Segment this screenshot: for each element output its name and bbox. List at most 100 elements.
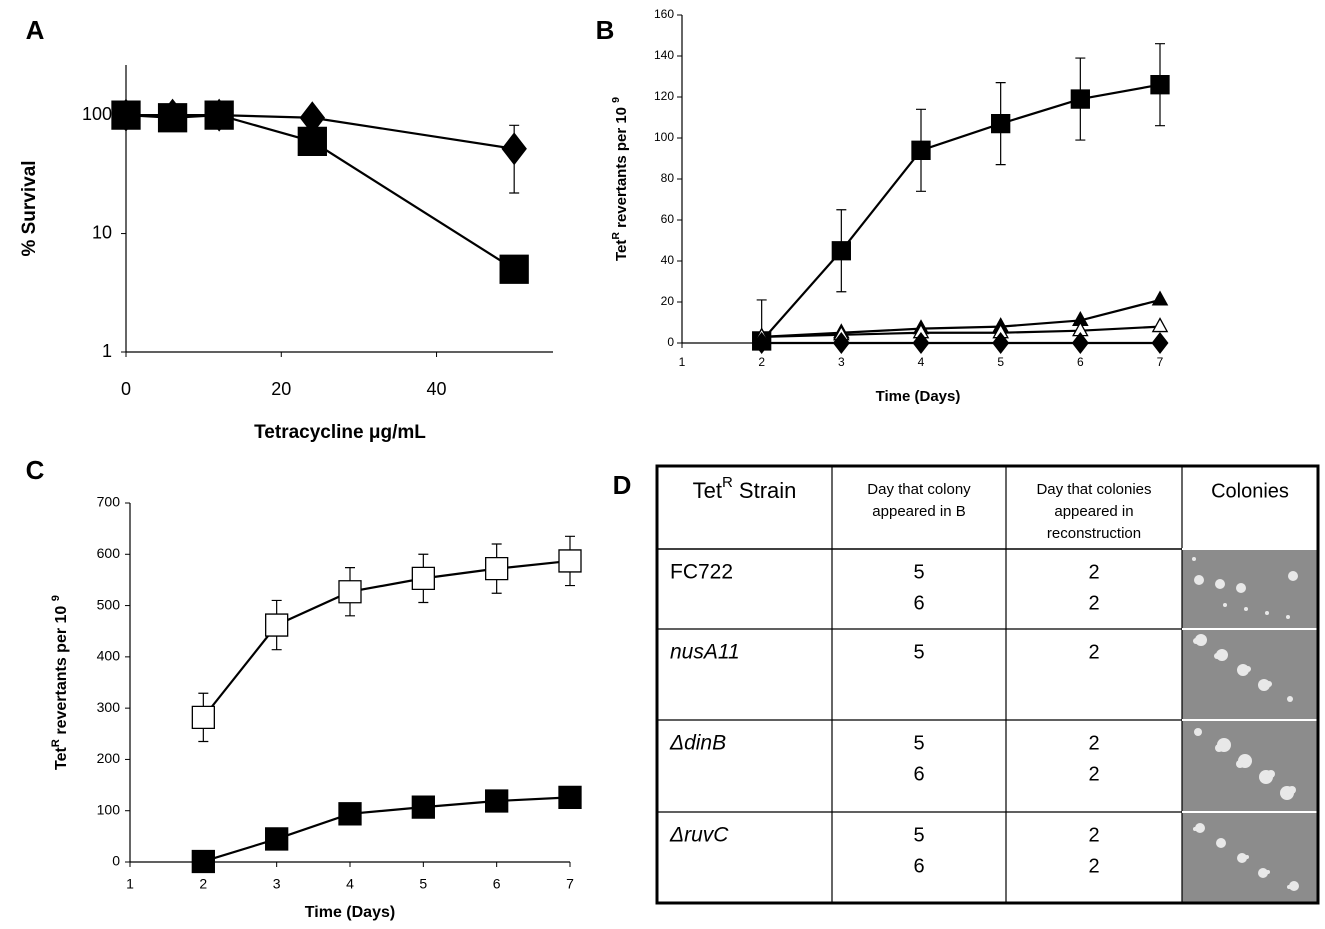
header-cell: Day that colonies [1036, 481, 1151, 498]
x-axis-title: Time (Days) [305, 904, 395, 921]
colony [1286, 615, 1290, 619]
panel-label: A [26, 15, 45, 45]
cell-value: 2 [1088, 763, 1099, 785]
colony [1194, 575, 1204, 585]
strain-name: nusA11 [670, 641, 740, 664]
y-tick-label: 600 [97, 545, 121, 561]
cell-value: 6 [913, 855, 924, 877]
x-tick-label: 40 [427, 379, 447, 399]
header-cell: appeared in B [872, 503, 965, 520]
marker [501, 132, 527, 166]
y-tick-label: 1 [102, 341, 112, 361]
cell-value: 2 [1088, 561, 1099, 583]
colony [1244, 607, 1248, 611]
y-axis-title-sup: 9 [50, 595, 62, 601]
x-tick-label: 1 [679, 355, 686, 369]
series-line [761, 325, 1161, 338]
series-line [202, 559, 571, 719]
y-axis-title-part: revertants per 10 [53, 601, 70, 739]
colony [1266, 870, 1270, 874]
y-axis-title: % Survival [19, 160, 40, 256]
colony [1195, 823, 1205, 833]
x-tick-label: 3 [273, 876, 281, 892]
colony [1266, 681, 1272, 687]
y-axis-title-part: % Survival [19, 160, 40, 256]
marker [485, 556, 509, 581]
colony [1265, 611, 1269, 615]
x-tick-label: 0 [121, 379, 131, 399]
cell-value: 2 [1088, 641, 1099, 663]
marker [485, 789, 509, 813]
x-tick-label: 5 [997, 355, 1004, 369]
colony [1237, 853, 1247, 863]
strain-name: ΔdinB [669, 732, 726, 755]
cell-value: 5 [913, 561, 924, 583]
x-axis-title: Tetracycline μg/mL [254, 422, 426, 443]
marker [912, 332, 930, 354]
y-axis-title-sup: R [50, 739, 62, 747]
y-tick-label: 20 [661, 294, 675, 308]
marker [204, 100, 234, 130]
x-tick-label: 1 [126, 876, 134, 892]
y-tick-label: 10 [92, 222, 112, 242]
header-cell: Colonies [1211, 480, 1289, 502]
panel-label: D [613, 470, 632, 500]
colony [1194, 728, 1202, 736]
x-tick-label: 20 [271, 379, 291, 399]
colony [1215, 579, 1225, 589]
x-tick-label: 5 [419, 876, 427, 892]
colony [1238, 754, 1252, 768]
y-tick-label: 0 [667, 335, 674, 349]
marker [411, 566, 435, 591]
y-tick-label: 100 [97, 801, 121, 817]
header-cell: appeared in [1054, 503, 1133, 520]
header-cell: reconstruction [1047, 525, 1141, 542]
panel-label: C [26, 455, 45, 485]
marker [911, 140, 931, 160]
marker [1071, 332, 1089, 354]
colony [1287, 696, 1293, 702]
y-axis-title-sup: 9 [610, 97, 622, 103]
x-tick-label: 6 [493, 876, 501, 892]
y-axis-title-part: Tet [613, 240, 630, 261]
cell-value: 5 [913, 824, 924, 846]
series-line [761, 298, 1161, 338]
x-tick-label: 4 [346, 876, 354, 892]
x-axis-title: Time (Days) [876, 388, 961, 405]
marker [499, 254, 529, 284]
y-tick-label: 40 [661, 253, 675, 267]
y-tick-label: 400 [97, 648, 121, 664]
marker [297, 126, 327, 157]
header-cell: Day that colony [867, 481, 971, 498]
header-part: R [722, 474, 733, 491]
x-tick-label: 2 [758, 355, 765, 369]
x-tick-label: 3 [838, 355, 845, 369]
colony [1236, 583, 1246, 593]
colony [1216, 838, 1226, 848]
x-tick-label: 7 [566, 876, 574, 892]
colony [1192, 557, 1196, 561]
strain-name: ΔruvC [669, 824, 729, 847]
y-tick-label: 100 [82, 104, 112, 124]
series-line [760, 83, 1161, 342]
cell-value: 2 [1088, 732, 1099, 754]
header-part: Strain [733, 478, 797, 503]
colony [1217, 738, 1231, 752]
marker [411, 795, 435, 819]
y-axis-title-sup: R [610, 232, 622, 240]
colony [1258, 868, 1268, 878]
colony [1216, 649, 1228, 661]
header-part: Tet [693, 478, 722, 503]
x-tick-label: 2 [199, 876, 207, 892]
header-cell: TetR Strain [693, 474, 797, 502]
marker [338, 580, 362, 604]
table-border [655, 464, 1320, 905]
y-tick-label: 700 [97, 494, 121, 510]
colony [1223, 603, 1227, 607]
marker [1151, 290, 1169, 306]
marker [265, 613, 289, 637]
marker [558, 785, 582, 810]
strain-name: FC722 [670, 561, 733, 584]
colony [1245, 855, 1249, 859]
marker [992, 332, 1010, 354]
